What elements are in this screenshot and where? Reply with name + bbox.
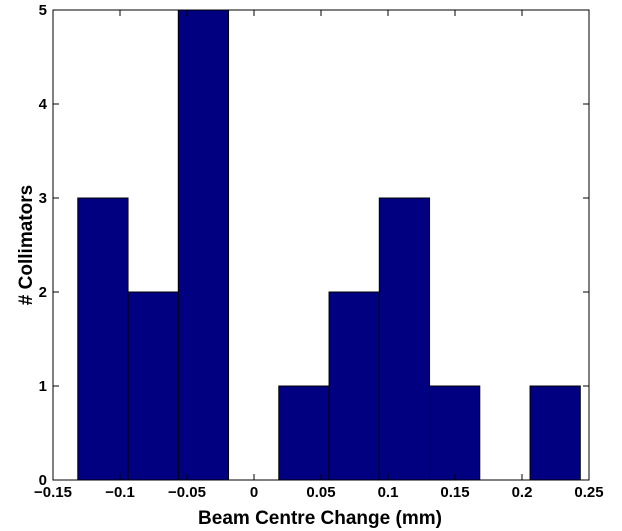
histogram-bar xyxy=(177,9,230,481)
histogram-bar xyxy=(328,291,380,481)
histogram-bar xyxy=(77,197,129,481)
y-tick-label: 2 xyxy=(39,284,47,301)
histogram-bar xyxy=(429,385,481,481)
x-tick-label: 0.15 xyxy=(440,484,469,501)
histogram-bar xyxy=(378,197,431,481)
x-ticks-group: −0.15 −0.1 −0.05 0 0.05 0.1 0.15 0.2 0.25 xyxy=(34,10,604,501)
y-tick-label: 5 xyxy=(39,2,47,19)
x-tick-label: 0 xyxy=(250,484,258,501)
x-tick-label: 0.1 xyxy=(378,484,399,501)
y-tick-label: 4 xyxy=(39,96,48,113)
y-ticks-group: 0 1 2 3 4 5 xyxy=(39,2,589,489)
bars-group xyxy=(77,9,581,481)
y-tick-label: 0 xyxy=(39,472,47,489)
y-tick-label: 1 xyxy=(39,378,47,395)
x-tick-label: −0.15 xyxy=(34,484,72,501)
histogram-bar xyxy=(127,291,179,481)
x-axis-label: Beam Centre Change (mm) xyxy=(198,508,442,529)
x-tick-label: 0.25 xyxy=(574,484,603,501)
x-tick-label: −0.1 xyxy=(105,484,135,501)
x-tick-label: 0.2 xyxy=(512,484,533,501)
histogram-bar xyxy=(278,385,330,481)
y-tick-label: 3 xyxy=(39,190,47,207)
x-tick-label: 0.05 xyxy=(306,484,335,501)
histogram-bar xyxy=(529,385,581,481)
x-tick-label: −0.05 xyxy=(168,484,206,501)
y-axis-label: # Collimators xyxy=(16,185,37,305)
